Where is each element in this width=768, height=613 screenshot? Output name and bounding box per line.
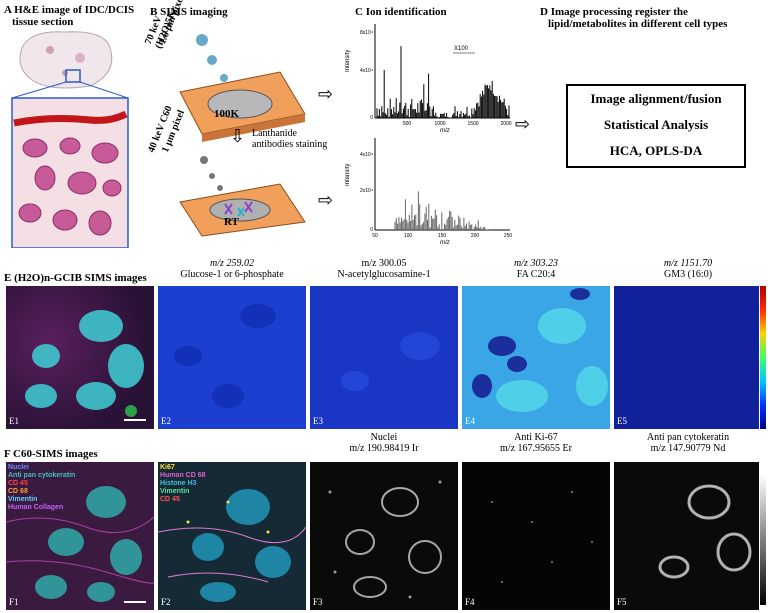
intensity-colorbar bbox=[760, 286, 766, 429]
f2-image: Ki67 Human CD 68 Histone H3 Vimentin CD … bbox=[158, 462, 306, 610]
sims-imaging-diagram bbox=[179, 34, 306, 237]
top-ytick-3: 0 bbox=[370, 115, 373, 121]
processing-box: Image alignment/fusion Statistical Analy… bbox=[566, 84, 746, 168]
f1-legend: Nuclei Anti pan cytokeratin CD 45 CD 68 … bbox=[8, 464, 76, 511]
e4-label: E4 bbox=[465, 416, 475, 426]
top-ytick-1: 8x10⁴ bbox=[360, 30, 373, 36]
panel-a-title: A H&E image of IDC/DCIS tissue section bbox=[4, 4, 135, 28]
e1-label: E1 bbox=[9, 416, 19, 426]
f4-label: F4 bbox=[465, 597, 475, 607]
e4-caption: m/z 303.23 FA C20:4 bbox=[514, 258, 558, 280]
bot-ytick-3: 0 bbox=[370, 227, 373, 233]
e1-image: E1 bbox=[6, 286, 154, 429]
staining-step: Lanthanide antibodies staining bbox=[252, 128, 328, 150]
f1-label: F1 bbox=[9, 597, 19, 607]
f3-caption: Nuclei m/z 190.98419 Ir bbox=[349, 432, 419, 454]
right-arrow-icon-2: ⇨ bbox=[318, 190, 334, 211]
he-tissue-image bbox=[11, 31, 129, 248]
f2-label: F2 bbox=[161, 597, 171, 607]
f5-caption: Anti pan cytokeratin m/z 147.90779 Nd bbox=[646, 432, 730, 454]
top-ylabel: Intensity bbox=[345, 50, 351, 72]
bot-ytick-1: 4x10⁴ bbox=[360, 152, 373, 158]
e5-caption: m/z 1151.70 GM3 (16:0) bbox=[663, 258, 713, 280]
e5-label: E5 bbox=[617, 416, 627, 426]
f5-label: F5 bbox=[617, 597, 627, 607]
top-xtick-2: 1000 bbox=[434, 121, 445, 127]
f4-caption: Anti Ki-67 m/z 167.95655 Er bbox=[500, 432, 572, 454]
panel-c-title: C Ion identification bbox=[355, 6, 447, 18]
bottom-ylabel: Intensity bbox=[345, 164, 351, 186]
bot-xtick-4: 200 bbox=[471, 233, 480, 239]
e5-image: E5 bbox=[614, 286, 759, 429]
bot-xtick-2: 100 bbox=[404, 233, 413, 239]
top-ytick-2: 4x10⁴ bbox=[360, 68, 373, 74]
zoom-label: X100 bbox=[454, 46, 469, 52]
panel-d-title: D Image processing register the lipid/me… bbox=[540, 6, 728, 30]
top-xtick-3: 1500 bbox=[467, 121, 478, 127]
panel-b-title: B SIMS imaging bbox=[150, 6, 228, 18]
bottom-xlabel: m/z bbox=[440, 240, 450, 245]
temp-100k: 100K bbox=[214, 108, 240, 120]
e3-image: E3 bbox=[310, 286, 458, 429]
grayscale-colorbar bbox=[760, 475, 766, 605]
e3-caption: m/z 300.05 N-acetylglucosamine-1 bbox=[337, 258, 431, 280]
top-xtick-1: 500 bbox=[403, 121, 412, 127]
bot-xtick-1: 50 bbox=[372, 233, 378, 239]
top-xlabel: m/z bbox=[440, 128, 450, 134]
panel-e-title: E (H2O)n-GCIB SIMS images bbox=[4, 272, 147, 284]
right-arrow-icon: ⇨ bbox=[318, 84, 334, 105]
mass-spectra: Intensity Intensity m/z m/z X100 8x10⁴ 4… bbox=[345, 24, 513, 245]
e2-label: E2 bbox=[161, 416, 171, 426]
f3-image: F3 bbox=[310, 462, 458, 610]
bot-xtick-3: 150 bbox=[438, 233, 447, 239]
bot-ytick-2: 2x10⁴ bbox=[360, 188, 373, 194]
f2-legend: Ki67 Human CD 68 Histone H3 Vimentin CD … bbox=[160, 464, 206, 503]
top-xtick-4: 2000 bbox=[500, 121, 511, 127]
f5-image: F5 bbox=[614, 462, 759, 610]
e4-image: E4 bbox=[462, 286, 610, 429]
down-arrow-icon: ⇩ bbox=[230, 126, 246, 147]
bot-xtick-5: 250 bbox=[504, 233, 513, 239]
e2-caption: m/z 259.02 Glucose-1 or 6-phosphate bbox=[180, 258, 284, 280]
e2-image: E2 bbox=[158, 286, 306, 429]
panel-f-title: F C60-SIMS images bbox=[4, 448, 98, 460]
right-arrow-icon-3: ⇨ bbox=[515, 114, 531, 135]
f3-label: F3 bbox=[313, 597, 323, 607]
f1-image: Nuclei Anti pan cytokeratin CD 45 CD 68 … bbox=[6, 462, 154, 610]
e3-label: E3 bbox=[313, 416, 323, 426]
f4-image: F4 bbox=[462, 462, 610, 610]
temp-rt: RT bbox=[224, 216, 239, 228]
